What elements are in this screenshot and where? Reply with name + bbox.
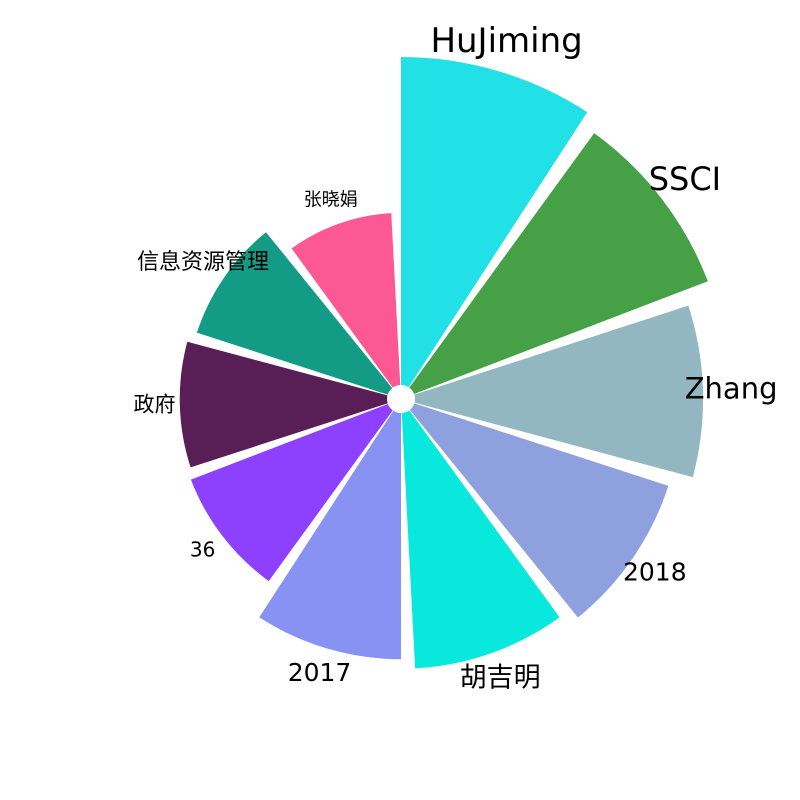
category-label-9: 张晓娟: [304, 190, 358, 211]
category-label-1: SSCI: [649, 160, 721, 198]
category-label-5: 2017: [288, 658, 352, 687]
category-label-8: 信息资源管理: [137, 250, 269, 275]
category-label-2: Zhang: [685, 371, 778, 405]
category-label-6: 36: [190, 538, 215, 562]
category-label-4: 胡吉明: [460, 663, 541, 694]
category-label-0: HuJiming: [430, 21, 582, 61]
category-label-3: 2018: [623, 557, 687, 586]
category-label-7: 政府: [134, 393, 176, 417]
